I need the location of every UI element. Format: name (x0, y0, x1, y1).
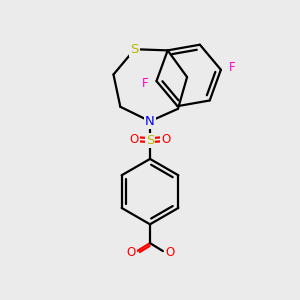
Text: F: F (142, 77, 148, 90)
Text: S: S (130, 43, 139, 56)
Text: O: O (130, 133, 139, 146)
Text: S: S (146, 134, 154, 147)
Text: O: O (165, 245, 174, 259)
Text: O: O (127, 245, 136, 259)
Text: O: O (161, 133, 170, 146)
Text: F: F (229, 61, 236, 74)
Text: N: N (145, 115, 155, 128)
